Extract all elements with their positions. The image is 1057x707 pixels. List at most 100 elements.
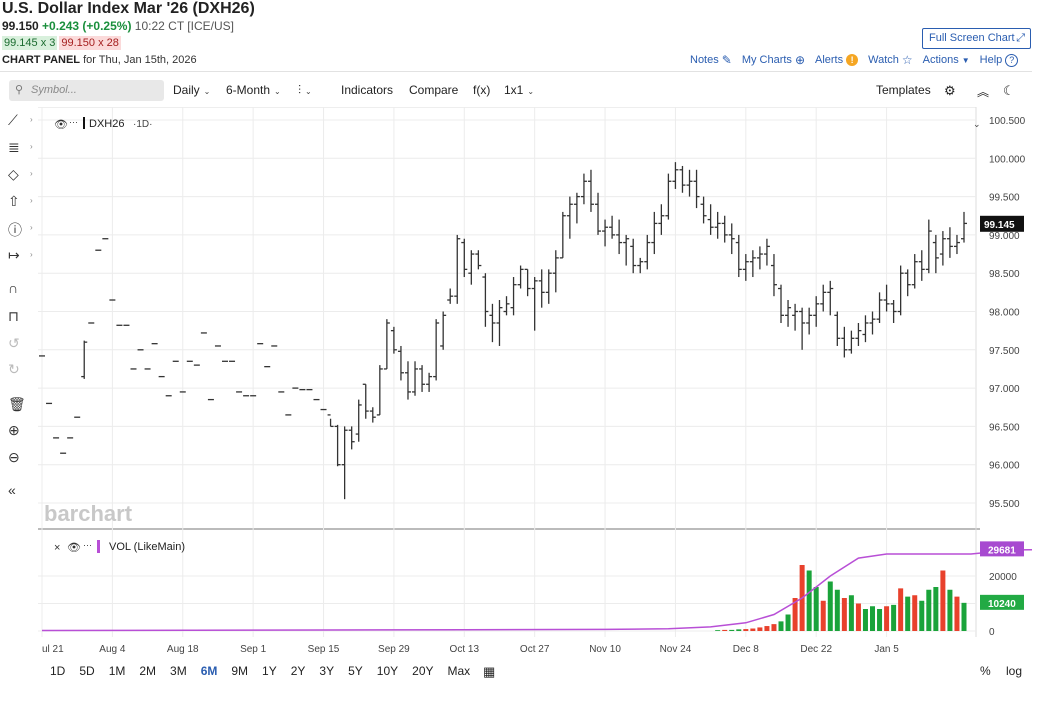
range-button-6m[interactable]: 6M (200, 664, 218, 678)
ohlc-bar (742, 254, 749, 281)
ohlc-bar (806, 307, 813, 335)
arrow-tool[interactable]: ⇧ › (8, 193, 38, 213)
percent-toggle[interactable]: % (980, 664, 991, 678)
symbol-search-input[interactable]: ⚲ Symbol... (9, 80, 164, 101)
alerts-link[interactable]: Alerts! (815, 53, 859, 67)
ohlc-bar (848, 330, 855, 354)
annotation-tool[interactable]: ⓘ › (8, 220, 38, 240)
ohlc-bar (348, 426, 355, 450)
eye-icon[interactable]: 👁 (54, 119, 68, 131)
undo-button[interactable]: ↺ (8, 335, 38, 355)
magnet-tool[interactable]: ∩ (8, 280, 38, 300)
zoom-out-button[interactable]: ⊖ (8, 449, 38, 469)
gear-icon[interactable]: ⚙ (944, 83, 956, 98)
volume-bar (764, 626, 770, 631)
range-button-1m[interactable]: 1M (108, 664, 126, 678)
my-charts-link[interactable]: My Charts ⊕ (742, 53, 805, 67)
collapse-toolbar-button[interactable]: « (8, 482, 38, 502)
ohlc-bar (707, 204, 714, 235)
alert-icon: ! (846, 54, 859, 66)
ohlc-bar (637, 257, 644, 274)
redo-button[interactable]: ↻ (8, 361, 38, 381)
help-link[interactable]: Help? (980, 53, 1019, 67)
volume-bar (827, 581, 833, 631)
chevrons-up-icon[interactable]: ︽ (977, 85, 990, 99)
range-button-10y[interactable]: 10Y (376, 664, 399, 678)
shapes-tool[interactable]: ◇ › (8, 166, 38, 186)
ohlc-bar (602, 219, 609, 247)
range-button-9m[interactable]: 9M (231, 664, 249, 678)
measure-tool[interactable]: ↦ › (8, 247, 38, 267)
volume-legend[interactable]: × 👁 ··· VOL (LikeMain) (54, 540, 185, 554)
date-tick-label: Oct 13 (450, 644, 480, 655)
price-tick-label: 97.500 (989, 346, 1020, 357)
range-label: 6-Month (226, 83, 271, 97)
moon-icon[interactable]: ☾ (1003, 83, 1015, 98)
range-button-max[interactable]: Max (447, 664, 471, 678)
price-legend[interactable]: 👁 ··· DXH26 ·1D· (54, 117, 152, 131)
range-button-5d[interactable]: 5D (79, 664, 95, 678)
range-button-1y[interactable]: 1Y (262, 664, 277, 678)
range-button-2m[interactable]: 2M (139, 664, 157, 678)
calendar-icon[interactable]: ▦ (483, 664, 496, 679)
range-button-5y[interactable]: 5Y (348, 664, 363, 678)
price-tick-label: 100.500 (989, 116, 1026, 127)
zoom-out-icon: ⊖ (8, 449, 20, 465)
compare-button[interactable]: Compare (409, 83, 459, 97)
function-button[interactable]: f(x) (473, 83, 491, 97)
ohlc-bar (510, 277, 517, 316)
pane-chevron-icon[interactable]: ⌄ (973, 119, 981, 129)
actions-menu[interactable]: Actions ▼ (923, 53, 970, 67)
ohlc-bar (932, 234, 939, 274)
delete-drawings-button[interactable]: 🗑 (8, 396, 38, 416)
chevron-down-icon: ⌄ (305, 87, 312, 96)
ohlc-bar (609, 215, 616, 239)
full-screen-chart-button[interactable]: Full Screen Chart ⤢ (922, 28, 1031, 49)
more-icon[interactable]: ··· (83, 540, 92, 550)
range-button-3y[interactable]: 3Y (319, 664, 335, 678)
ohlc-bar (756, 246, 763, 270)
date-tick-label: Aug 4 (99, 644, 126, 655)
range-button-3m[interactable]: 3M (170, 664, 187, 678)
page-title: U.S. Dollar Index Mar '26 (DXH26) (2, 0, 255, 17)
ask-value: 99.150 x 28 (59, 36, 121, 50)
ohlc-bar (566, 196, 573, 239)
log-toggle[interactable]: log (1006, 664, 1023, 678)
date-tick-label: Jan 5 (874, 644, 899, 655)
range-button-2y[interactable]: 2Y (290, 664, 306, 678)
indicators-button[interactable]: Indicators (341, 83, 394, 97)
range-button-1d[interactable]: 1D (50, 664, 66, 678)
ohlc-bar (792, 303, 799, 331)
layout-dropdown[interactable]: 1x1 ⌄ (504, 83, 534, 97)
ohlc-bar (883, 284, 890, 312)
watch-link[interactable]: Watch ☆ (868, 53, 913, 67)
range-dropdown[interactable]: 6-Month ⌄ (226, 83, 281, 97)
price-chart-svg[interactable]: 100.500 100.000 99.500 99.000 98.500 98.000 97… (38, 106, 1057, 682)
ohlc-bar (876, 292, 883, 323)
volume-bar (961, 602, 967, 631)
trendline-tool[interactable]: ⟋ › (8, 112, 38, 132)
ohlc-bar (785, 300, 792, 327)
notes-link[interactable]: Notes ✎ (690, 53, 732, 67)
vol-legend-label: VOL (LikeMain) (109, 541, 185, 553)
close-icon[interactable]: × (54, 542, 60, 554)
lock-tool[interactable]: ⊓ (8, 308, 38, 328)
volume-bar (877, 609, 883, 631)
zoom-in-button[interactable]: ⊕ (8, 422, 38, 442)
volume-bar (940, 570, 946, 631)
chart-area[interactable]: 100.500 100.000 99.500 99.000 98.500 98.000 97… (38, 106, 1057, 682)
ohlc-bar (820, 284, 827, 312)
notes-label: Notes (690, 54, 719, 66)
ohlc-bar (390, 326, 397, 354)
chart-type-dropdown[interactable]: ⫶ ⌄ (298, 83, 312, 98)
volume-bar (841, 598, 847, 631)
more-icon[interactable]: ··· (69, 117, 78, 127)
date-tick-label: Sep 15 (308, 644, 340, 655)
ohlc-bar (693, 169, 700, 209)
fibonacci-tool[interactable]: ≣ › (8, 139, 38, 159)
interval-dropdown[interactable]: Daily ⌄ (173, 83, 210, 97)
range-button-20y[interactable]: 20Y (412, 664, 434, 678)
templates-button[interactable]: Templates (876, 83, 931, 97)
ohlc-bar (447, 288, 454, 304)
eye-icon[interactable]: 👁 (67, 542, 81, 554)
